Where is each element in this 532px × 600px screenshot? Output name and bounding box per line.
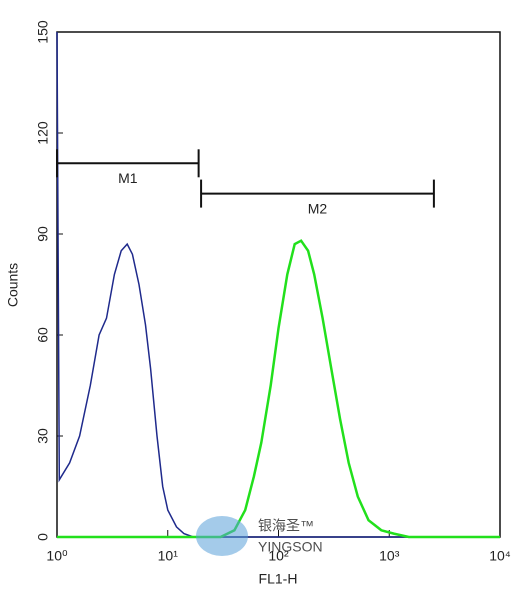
y-tick-label: 150 [35, 20, 51, 44]
x-tick-label: 10⁰ [46, 548, 68, 564]
watermark-text: YINGSON [258, 539, 323, 555]
watermark-text: 银海圣™ [258, 518, 314, 534]
marker-label: M2 [308, 200, 328, 216]
x-tick-label: 10³ [379, 548, 400, 564]
x-tick-label: 10⁴ [489, 548, 511, 564]
marker-label: M1 [118, 170, 138, 186]
y-tick-label: 60 [35, 327, 51, 343]
x-tick-label: 10² [268, 548, 289, 564]
histogram-line [57, 239, 500, 539]
plot-frame [56, 31, 501, 538]
y-axis-label: Counts [5, 263, 21, 307]
watermark-logo [196, 516, 248, 556]
x-axis-label: FL1-H [259, 571, 298, 587]
x-tick-label: 10¹ [158, 548, 179, 564]
y-tick-label: 0 [35, 533, 51, 541]
y-tick-label: 30 [35, 428, 51, 444]
y-tick-label: 90 [35, 226, 51, 242]
y-tick-label: 120 [35, 121, 51, 145]
histogram-line [56, 31, 500, 538]
